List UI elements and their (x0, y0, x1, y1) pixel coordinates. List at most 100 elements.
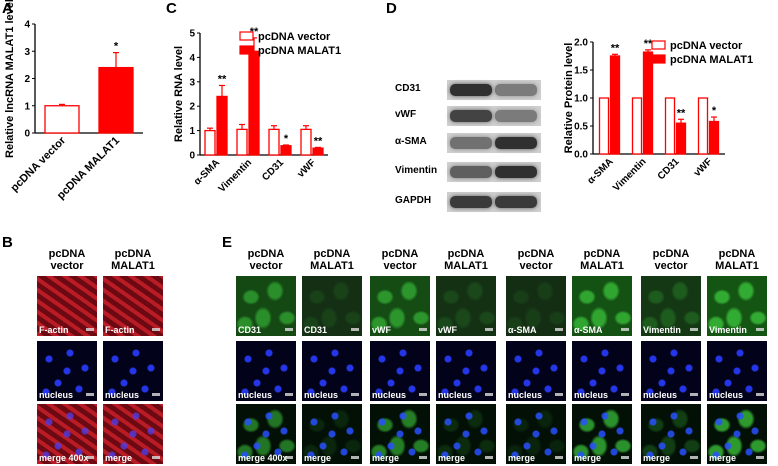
panel-e-column-header-line: MALAT1 (310, 260, 354, 272)
panel-b-micrograph: nucleus (37, 341, 97, 401)
panel-e-micrograph: CD31 (302, 276, 362, 336)
panel-e-column-header-line: pcDNA (517, 248, 555, 260)
panel-b-micrograph: merge (103, 404, 163, 464)
panel-b-micrograph: F-actin (103, 276, 163, 336)
blot-band (495, 137, 537, 149)
scale-bar (351, 393, 359, 396)
scale-bar (485, 456, 493, 459)
legend-label: pcDNA vector (670, 40, 743, 52)
bar-pcdna-malat1-2 (675, 122, 687, 155)
y-tick-label: 4 (189, 53, 195, 64)
scale-bar (86, 393, 94, 396)
panel-letter-b: B (2, 234, 13, 251)
panel-e-micrograph-caption: Vimentin (709, 325, 747, 335)
bar-pcdna-vector-0 (204, 129, 216, 156)
panel-b-micrograph-caption: merge 400x (39, 453, 89, 463)
blot-band (450, 137, 492, 149)
panel-letter-d: D (386, 0, 397, 17)
panel-e-micrograph-caption: merge 400x (238, 453, 288, 463)
panel-e-micrograph: nucleus (707, 341, 767, 401)
panel-e-micrograph-caption: CD31 (238, 325, 262, 335)
panel-e-column-header: pcDNA MALAT1 (705, 248, 769, 272)
panel-e-column-header-line: pcDNA (381, 248, 419, 260)
legend-label: pcDNA MALAT1 (670, 54, 753, 66)
panel-e-micrograph-caption: merge (643, 453, 671, 463)
bar-pcdna-vector-1 (236, 128, 248, 156)
panel-b-column-header-line: pcDNA (48, 248, 86, 260)
y-tick-label: 4 (24, 20, 30, 31)
panel-e-micrograph: merge (707, 404, 767, 464)
y-tick-label: 1.5 (574, 66, 588, 77)
panel-b-column-header: pcDNA vector (35, 248, 99, 272)
panel-b-micrograph: merge 400x (37, 404, 97, 464)
panel-e-micrograph-caption: nucleus (304, 390, 339, 400)
panel-e-micrograph: α-SMA (572, 276, 632, 336)
panel-e-column-header: pcDNA MALAT1 (300, 248, 364, 272)
panel-e-column-header: pcDNA vector (368, 248, 432, 272)
panel-e-micrograph-caption: merge (438, 453, 466, 463)
panel-e-micrograph-caption: nucleus (438, 390, 473, 400)
panel-e-micrograph-caption: merge (709, 453, 737, 463)
panel-e-micrograph: nucleus (436, 341, 496, 401)
panel-e-column-header: pcDNA vector (234, 248, 298, 272)
bar-pcdna-vector-3 (300, 128, 312, 156)
x-tick-label: α-SMA (192, 157, 222, 187)
bar-pcdna-malat1-0 (216, 95, 228, 156)
x-tick-label: CD31 (656, 156, 682, 182)
significance-mark: ** (611, 42, 620, 54)
scale-bar (555, 393, 563, 396)
panel-b-micrograph: F-actin (37, 276, 97, 336)
y-axis-label: Relative RNA level (173, 46, 185, 142)
x-tick-label: α-SMA (585, 156, 615, 186)
panel-e-micrograph-caption: merge (304, 453, 332, 463)
panel-e-micrograph-caption: α-SMA (508, 325, 537, 335)
panel-e-column-header: pcDNA vector (639, 248, 703, 272)
y-tick-label: 3 (24, 47, 30, 58)
scale-bar (86, 328, 94, 331)
y-tick-label: 3 (189, 77, 195, 88)
panel-e-micrograph-caption: vWF (372, 325, 391, 335)
panel-e-micrograph: merge (436, 404, 496, 464)
panel-e-column-header-line: vector (654, 260, 688, 272)
legend-label: pcDNA vector (258, 31, 331, 43)
panel-e-column-header-line: vector (383, 260, 417, 272)
panel-e-micrograph-caption: vWF (438, 325, 457, 335)
scale-bar (690, 393, 698, 396)
y-tick-label: 2.0 (574, 38, 588, 49)
blot-strip (447, 133, 541, 153)
panel-e-column-header: pcDNA vector (504, 248, 568, 272)
bar-pcdna-vector-3 (697, 97, 709, 155)
scale-bar (485, 393, 493, 396)
bar-0 (44, 105, 80, 134)
significance-mark: * (114, 41, 119, 53)
panel-e-micrograph: merge (506, 404, 566, 464)
y-tick-label: 5 (189, 29, 195, 40)
bar-pcdna-vector-0 (598, 97, 610, 155)
significance-mark: * (712, 105, 717, 117)
blot-strip (447, 80, 541, 100)
panel-e-micrograph: merge (302, 404, 362, 464)
panel-letter-e: E (222, 234, 233, 251)
scale-bar (555, 328, 563, 331)
bar-pcdna-vector-1 (631, 97, 643, 155)
significance-mark: ** (314, 135, 323, 147)
scale-bar (152, 393, 160, 396)
blot-row-label: GAPDH (395, 195, 432, 206)
blot-strip (447, 162, 541, 182)
panel-letter-c: C (166, 0, 177, 17)
bar-pcdna-malat1-1 (642, 51, 654, 155)
scale-bar (351, 456, 359, 459)
y-tick-label: 1 (24, 101, 30, 112)
panel-b-column-header-line: pcDNA (114, 248, 152, 260)
bar-pcdna-malat1-0 (609, 55, 621, 155)
panel-e-micrograph-caption: nucleus (709, 390, 744, 400)
panel-e-micrograph: α-SMA (506, 276, 566, 336)
panel-e-micrograph: nucleus (370, 341, 430, 401)
x-tick-label: vWF (295, 157, 318, 180)
x-tick-label: pcDNA vector (8, 134, 68, 194)
scale-bar (152, 456, 160, 459)
scale-bar (756, 456, 764, 459)
panel-e-micrograph-caption: merge (574, 453, 602, 463)
panel-e-micrograph-caption: nucleus (643, 390, 678, 400)
